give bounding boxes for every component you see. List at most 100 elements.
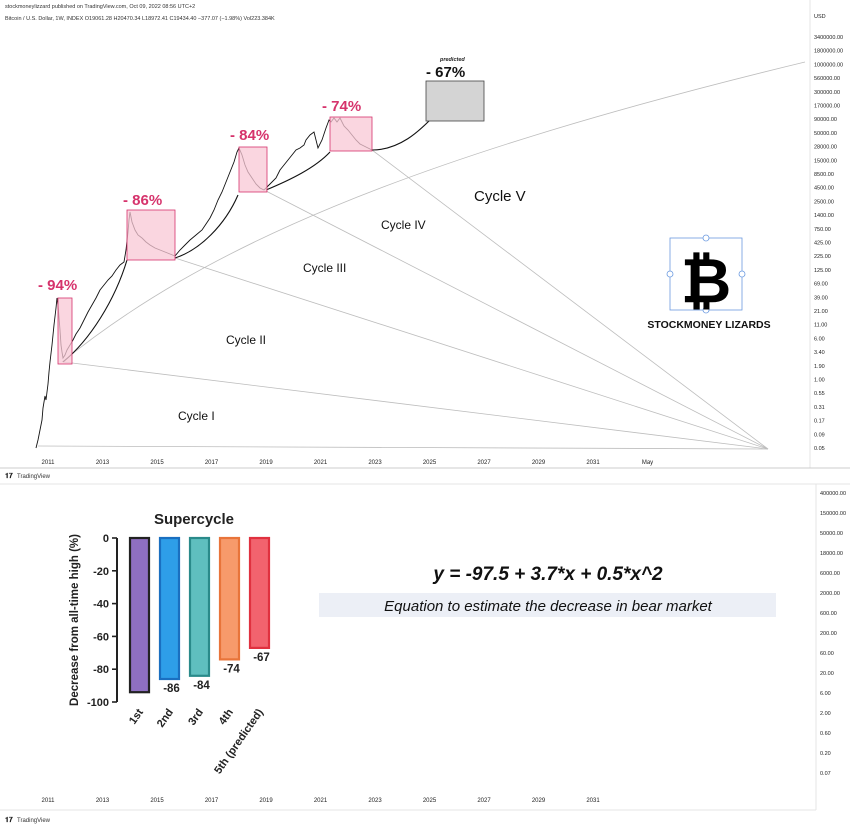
top-price-tick: 0.31 <box>814 405 825 411</box>
publisher-note: stockmoneylizzard published on TradingVi… <box>5 4 195 10</box>
top-price-tick: 750.00 <box>814 227 831 233</box>
top-price-tick: 50000.00 <box>814 131 837 137</box>
cycle-label-3: Cycle III <box>303 261 346 275</box>
supercycle-bar-chart: Supercycle Decrease from all-time high (… <box>69 511 271 777</box>
tradingview-logo-top: 𝟏𝟕 TradingView <box>5 472 51 480</box>
svg-text:₿: ₿ <box>681 247 732 316</box>
predicted-box <box>425 80 485 122</box>
bottom-price-tick: 0.20 <box>820 751 831 757</box>
value-label-5: -67 <box>253 652 270 664</box>
cycle-label-5: Cycle V <box>474 188 526 205</box>
y-tick-label: -60 <box>93 631 109 643</box>
y-axis: 0 -20 -40 -60 -80 -100 <box>87 533 118 709</box>
bottom-time-tick: 2013 <box>96 798 110 804</box>
bottom-time-tick: 2031 <box>586 798 600 804</box>
bar-1 <box>128 536 151 694</box>
svg-text:TradingView: TradingView <box>17 818 51 824</box>
bottom-price-tick: 600.00 <box>820 611 837 617</box>
top-time-tick: May <box>642 460 653 466</box>
bottom-time-tick: 2027 <box>477 798 491 804</box>
top-price-tick: 1.00 <box>814 378 825 384</box>
log-trend-curve <box>61 61 806 363</box>
cycle-label-4: Cycle IV <box>381 218 426 232</box>
top-price-tick: 2500.00 <box>814 199 834 205</box>
category-label-2: 2nd <box>155 707 176 730</box>
bottom-price-tick: 400000.00 <box>820 491 846 497</box>
cycle-rays <box>37 149 769 450</box>
bottom-price-tick: 60.00 <box>820 651 834 657</box>
y-axis-label: Decrease from all-time high (%) <box>69 534 81 706</box>
top-price-tick: 0.09 <box>814 432 825 438</box>
drawdown-label-3: - 84% <box>230 127 269 144</box>
top-price-tick: 1800000.00 <box>814 49 843 55</box>
bottom-price-tick: 6000.00 <box>820 571 840 577</box>
equation-text: y = -97.5 + 3.7*x + 0.5*x^2 <box>432 564 663 585</box>
currency-label: USD <box>814 14 826 20</box>
y-tick-label: -40 <box>93 599 109 611</box>
logo-text: STOCKMONEY LIZARDS <box>647 319 770 331</box>
drawdown-label-4: - 74% <box>322 98 361 115</box>
top-time-tick: 2021 <box>314 460 328 466</box>
tradingview-logo-bottom: 𝟏𝟕 TradingView <box>5 816 51 824</box>
top-time-tick: 2031 <box>586 460 600 466</box>
top-time-tick: 2019 <box>259 460 273 466</box>
predicted-note: predicted <box>439 57 465 63</box>
bar-4 <box>218 536 241 661</box>
top-price-tick: 90000.00 <box>814 117 837 123</box>
top-price-tick: 425.00 <box>814 241 831 247</box>
bottom-price-tick: 2.00 <box>820 711 831 717</box>
bottom-price-tick: 0.60 <box>820 731 831 737</box>
top-price-tick: 3.40 <box>814 350 825 356</box>
bar-5 <box>248 536 271 650</box>
top-price-tick: 21.00 <box>814 309 828 315</box>
bottom-time-tick: 2015 <box>150 798 164 804</box>
bottom-panel: 400000.00 150000.00 50000.00 18000.00 6000.0… <box>0 483 850 824</box>
symbol-line: Bitcoin / U.S. Dollar, 1W, INDEX O19061.… <box>5 16 275 22</box>
bottom-time-tick: 2019 <box>259 798 273 804</box>
y-tick-label: -100 <box>87 697 109 709</box>
top-price-tick: 39.00 <box>814 295 828 301</box>
drawdown-label-1: - 94% <box>38 277 77 294</box>
top-price-tick: 4500.00 <box>814 186 834 192</box>
svg-text:𝟏𝟕: 𝟏𝟕 <box>5 816 13 824</box>
top-price-tick: 0.55 <box>814 391 825 397</box>
cycle-label-1: Cycle I <box>178 409 215 423</box>
bottom-price-tick: 6.00 <box>820 691 831 697</box>
drawdown-label-2: - 86% <box>123 192 162 209</box>
svg-text:TradingView: TradingView <box>17 474 51 480</box>
bottom-time-tick: 2011 <box>42 798 56 804</box>
top-price-tick: 15000.00 <box>814 158 837 164</box>
bars <box>128 536 271 694</box>
bottom-price-tick: 20.00 <box>820 671 834 677</box>
top-price-tick: 3400000.00 <box>814 35 843 41</box>
category-label-3: 3rd <box>186 707 206 728</box>
top-time-tick: 2011 <box>42 460 56 466</box>
top-time-axis: 2011 2013 2015 2017 2019 2021 2023 2025 2027 2029… <box>42 460 654 466</box>
top-time-tick: 2013 <box>96 460 110 466</box>
top-price-tick: 300000.00 <box>814 90 840 96</box>
top-price-axis: 3400000.00 1800000.00 1000000.00 560000.00 3… <box>814 35 843 452</box>
bottom-price-tick: 18000.00 <box>820 551 843 557</box>
top-price-tick: 560000.00 <box>814 76 840 82</box>
bottom-price-tick: 0.07 <box>820 771 831 777</box>
top-price-tick: 11.00 <box>814 323 827 329</box>
value-label-2: -86 <box>163 683 180 695</box>
drawdown-boxes <box>57 80 485 365</box>
value-label-4: -74 <box>223 663 240 675</box>
top-time-tick: 2023 <box>368 460 382 466</box>
top-price-tick: 0.17 <box>814 419 825 425</box>
bottom-time-tick: 2017 <box>205 798 219 804</box>
bottom-time-tick: 2029 <box>532 798 546 804</box>
value-labels: -86 -84 -74 -67 <box>163 652 270 695</box>
bar-3 <box>188 536 211 677</box>
equation-caption-bg <box>319 593 776 617</box>
category-label-1: 1st <box>127 707 146 727</box>
top-price-tick: 170000.00 <box>814 104 840 110</box>
top-time-tick: 2029 <box>532 460 546 466</box>
bottom-price-tick: 50000.00 <box>820 531 843 537</box>
top-price-tick: 28000.00 <box>814 145 837 151</box>
top-time-tick: 2025 <box>423 460 437 466</box>
bottom-price-axis: 400000.00 150000.00 50000.00 18000.00 6000.0… <box>820 491 846 777</box>
